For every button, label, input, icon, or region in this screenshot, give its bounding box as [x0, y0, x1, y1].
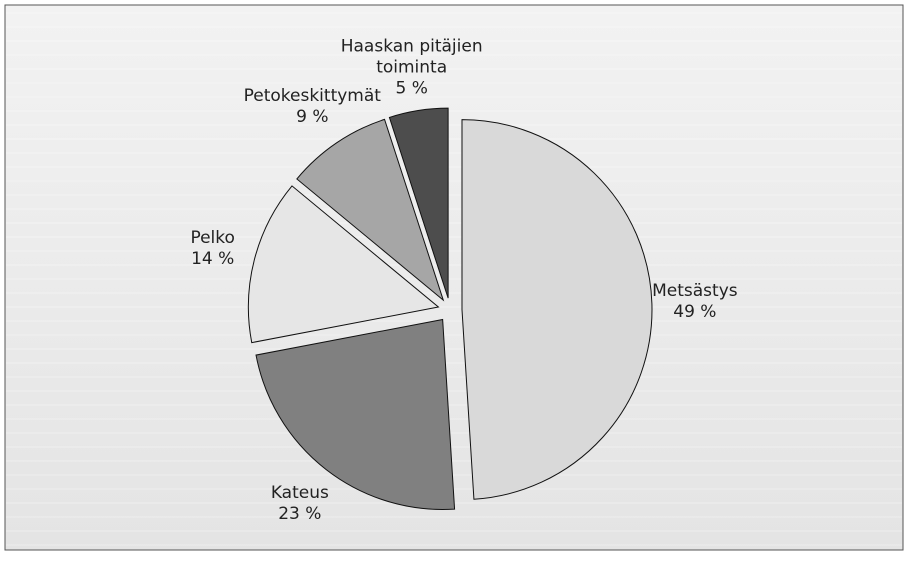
- pie-slice: [296, 118, 445, 302]
- category-label: Petokeskittymät: [243, 86, 381, 107]
- pie-slice: [255, 318, 456, 510]
- pie-slice: [247, 185, 440, 344]
- value-label: 14 %: [191, 249, 235, 270]
- value-label: 49 %: [673, 302, 717, 323]
- pie-slice: [388, 107, 449, 299]
- slice-label: Kateus 23 %: [210, 483, 390, 525]
- slice-label: Metsästys 49 %: [605, 281, 785, 323]
- value-label: 23 %: [278, 503, 322, 524]
- slice-label: Pelko 14 %: [123, 228, 303, 270]
- value-label: 9 %: [296, 107, 329, 128]
- value-label: 5 %: [395, 78, 428, 99]
- slices: [247, 107, 653, 510]
- background-lines: [6, 6, 902, 549]
- pie-slice: [461, 119, 653, 500]
- category-label: Haaskan pitäjien toiminta: [340, 36, 483, 78]
- slice-label: Petokeskittymät 9 %: [222, 86, 402, 128]
- category-label: Pelko: [190, 228, 235, 249]
- slice-label: Haaskan pitäjien toiminta 5 %: [322, 37, 502, 100]
- category-label: Metsästys: [652, 281, 738, 302]
- category-label: Kateus: [270, 482, 329, 503]
